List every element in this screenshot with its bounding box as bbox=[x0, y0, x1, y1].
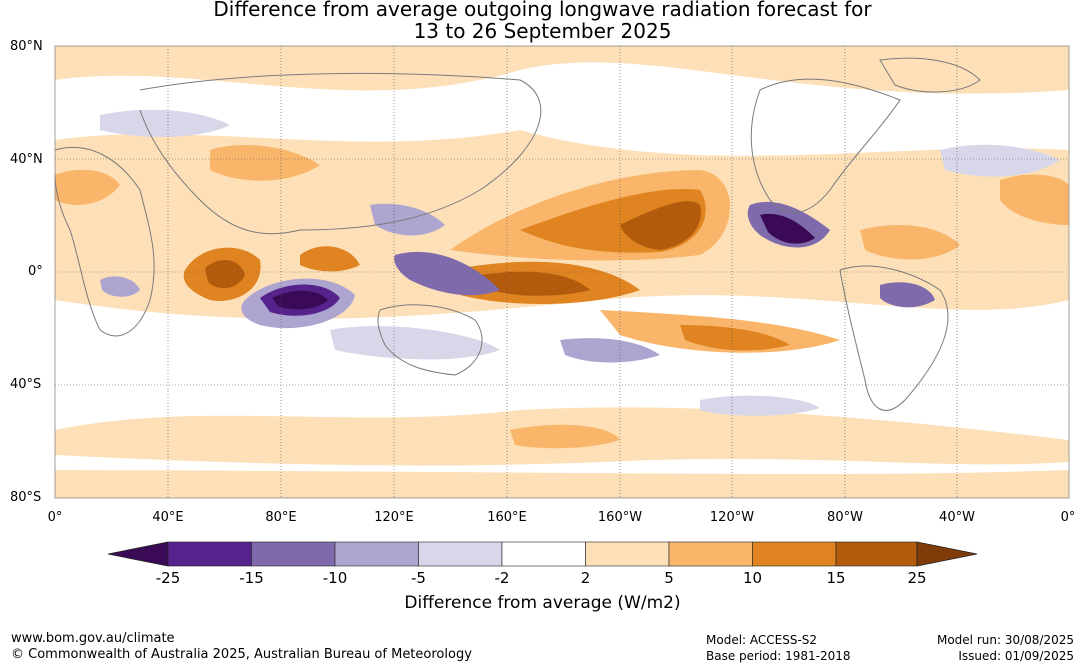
positive-indian-ocean-peak bbox=[205, 259, 245, 289]
negative-eastern-indian-ocean-peak bbox=[272, 290, 328, 310]
north-america-coastline bbox=[750, 78, 901, 213]
negative-southern-pacific bbox=[700, 395, 820, 416]
positive-southern-ocean bbox=[510, 424, 620, 449]
colorbar-label: 5 bbox=[664, 569, 674, 587]
colorbar-label: -10 bbox=[322, 569, 348, 587]
neutral-north bbox=[55, 62, 1069, 156]
colorbar-swatch bbox=[334, 541, 419, 567]
map-frame bbox=[54, 45, 1070, 499]
lon-label-160e: 160°E bbox=[487, 510, 527, 525]
footer-issued: Issued: 01/09/2025 bbox=[958, 649, 1074, 663]
footer-copyright: © Commonwealth of Australia 2025, Austra… bbox=[11, 647, 472, 662]
lon-label-0-right: 0° bbox=[1060, 510, 1076, 525]
australia-coastline bbox=[377, 304, 483, 376]
chart-title-line-1: Difference from average outgoing longwav… bbox=[213, 0, 872, 21]
colorbar-label: -2 bbox=[494, 569, 510, 587]
negative-africa bbox=[100, 276, 140, 297]
lon-label-80e: 80°E bbox=[265, 510, 297, 525]
gridlines bbox=[55, 46, 1069, 498]
negative-maritime-continent bbox=[394, 251, 500, 296]
lat-label-equator: 0° bbox=[28, 264, 43, 279]
positive-north-atlantic bbox=[1000, 174, 1069, 225]
positive-central-asia bbox=[210, 145, 320, 181]
chart-title-line-2: 13 to 26 September 2025 bbox=[413, 19, 672, 43]
anomaly-field bbox=[55, 46, 1069, 498]
negative-eastern-pacific-peak bbox=[760, 213, 815, 244]
negative-south-indian-ocean bbox=[330, 326, 500, 360]
colorbar-swatch bbox=[752, 541, 837, 567]
lat-label-80s: 80°S bbox=[10, 490, 42, 505]
colorbar-label: 15 bbox=[826, 569, 846, 587]
positive-bay-of-bengal bbox=[300, 246, 360, 272]
colorbar-label: 25 bbox=[907, 569, 927, 587]
lon-label-40w: 40°W bbox=[939, 510, 975, 525]
footer-url[interactable]: www.bom.gov.au/climate bbox=[11, 631, 175, 646]
colorbar bbox=[107, 541, 978, 567]
footer-base-period: Base period: 1981-2018 bbox=[706, 649, 851, 663]
greenland-coastline bbox=[879, 57, 981, 93]
positive-north-africa bbox=[55, 169, 120, 205]
colorbar-label: 10 bbox=[742, 569, 763, 587]
coastlines bbox=[54, 57, 981, 411]
lat-label-40n: 40°N bbox=[10, 152, 43, 167]
lon-label-80w: 80°W bbox=[827, 510, 863, 525]
lon-label-120w: 120°W bbox=[709, 510, 755, 525]
colorbar-arrow-min bbox=[107, 541, 169, 567]
negative-south-america bbox=[880, 282, 935, 308]
neutral-polar bbox=[55, 455, 1069, 475]
colorbar-swatch bbox=[668, 541, 753, 567]
colorbar-swatch bbox=[251, 541, 336, 567]
colorbar-title: Difference from average (W/m2) bbox=[404, 593, 681, 613]
lon-label-0-left: 0° bbox=[47, 510, 63, 525]
colorbar-swatch bbox=[501, 541, 586, 567]
lon-label-40e: 40°E bbox=[152, 510, 184, 525]
lat-label-40s: 40°S bbox=[10, 377, 42, 392]
colorbar-swatch bbox=[418, 541, 503, 567]
colorbar-swatch bbox=[585, 541, 670, 567]
positive-tropical-atlantic bbox=[860, 225, 960, 260]
neutral-south bbox=[55, 295, 1069, 440]
south-america-coastline bbox=[839, 265, 949, 411]
eurasia-coastline bbox=[139, 72, 542, 235]
africa-coastline bbox=[54, 146, 155, 337]
positive-equatorial-pacific-peak bbox=[480, 271, 590, 296]
lon-label-160w: 160°W bbox=[597, 510, 643, 525]
negative-north-atlantic bbox=[940, 144, 1060, 177]
positive-south-pacific-strong bbox=[680, 325, 790, 351]
colorbar-label: -15 bbox=[239, 569, 264, 587]
negative-south-china-sea bbox=[370, 203, 445, 236]
negative-europe bbox=[100, 109, 230, 137]
colorbar-arrow-max bbox=[916, 541, 978, 567]
colorbar-label: 2 bbox=[580, 569, 591, 587]
footer-model-run: Model run: 30/08/2025 bbox=[936, 633, 1074, 647]
colorbar-label: -5 bbox=[411, 569, 426, 587]
negative-southwest-pacific bbox=[560, 338, 660, 363]
lat-label-80n: 80°N bbox=[10, 39, 43, 54]
lon-label-120e: 120°E bbox=[374, 510, 414, 525]
colorbar-label: -25 bbox=[155, 569, 181, 587]
colorbar-swatch bbox=[835, 541, 918, 567]
colorbar-swatch bbox=[167, 541, 252, 567]
footer-model: Model: ACCESS-S2 bbox=[706, 633, 818, 647]
positive-central-pacific-peak bbox=[620, 201, 701, 250]
